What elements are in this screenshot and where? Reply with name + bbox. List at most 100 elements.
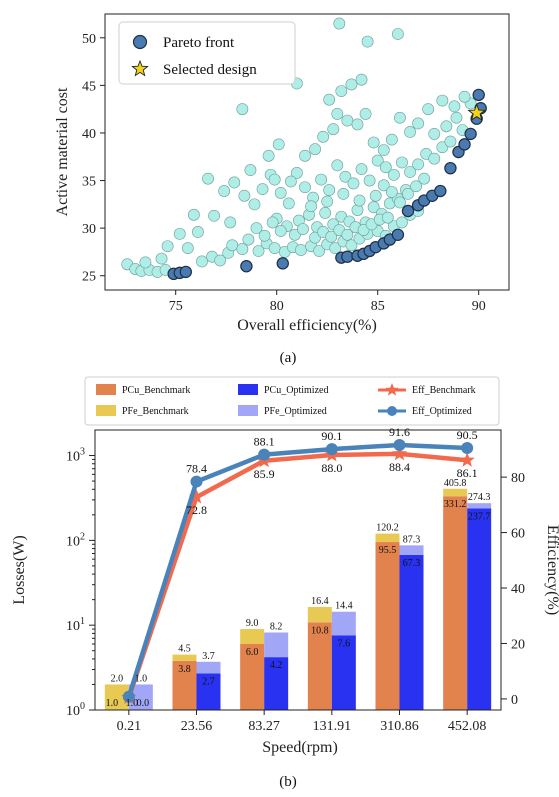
speed-tick-label: 23.56 xyxy=(181,719,213,734)
scatter-panel: 75 80 85 90 25 30 35 40 45 50 Overall efficiency… xyxy=(54,13,510,366)
population-point xyxy=(341,228,354,241)
population-point xyxy=(335,85,348,97)
bar-pfe-optimized xyxy=(196,661,221,674)
population-point xyxy=(173,227,186,240)
bar-legend: PCu_Benchmark PFe_Benchmark PCu_Optimize… xyxy=(84,376,500,426)
legend-pfe-optimized-swatch xyxy=(238,405,258,416)
population-point xyxy=(361,35,374,48)
population-point xyxy=(297,223,309,235)
population-point xyxy=(359,108,372,120)
losses-tick-label: 103 xyxy=(66,447,85,465)
population-point xyxy=(268,173,281,186)
total-loss-label: 14.4 xyxy=(335,601,353,612)
population-point xyxy=(252,245,265,257)
scatter-y-label: Active material cost xyxy=(54,87,71,216)
legend-pareto-front-label: Pareto front xyxy=(163,35,235,51)
bar-pcu-benchmark xyxy=(172,660,197,710)
population-point xyxy=(319,207,332,219)
scatter-legend-box xyxy=(118,21,296,85)
population-point xyxy=(385,133,398,146)
eff-optimized-point xyxy=(393,438,406,451)
pcu-value-label: 67.3 xyxy=(403,558,421,569)
bar-x-label: Speed(rpm) xyxy=(262,739,338,756)
population-point xyxy=(315,173,328,186)
population-point xyxy=(323,93,336,106)
efficiency-lines xyxy=(121,438,475,704)
eff-benchmark-point xyxy=(188,489,205,504)
efficiency-value-label: 78.4 xyxy=(186,462,207,476)
population-point xyxy=(274,187,287,199)
population-point xyxy=(357,224,370,236)
population-point xyxy=(345,239,358,252)
population-point xyxy=(351,204,364,216)
scatter-y-tick-label: 50 xyxy=(82,32,96,47)
scatter-x-tick-label: 80 xyxy=(270,299,284,314)
bar-pcu-optimized xyxy=(196,673,221,710)
pareto-front-point xyxy=(401,204,415,218)
scatter-plot-frame xyxy=(104,13,510,291)
population-point xyxy=(139,256,152,269)
legend-pfe-benchmark-swatch xyxy=(96,405,116,416)
population-point xyxy=(262,149,275,162)
legend-pcu-optimized-swatch xyxy=(238,384,258,395)
total-loss-label: 2.0 xyxy=(111,673,124,684)
speed-tick-label: 83.27 xyxy=(248,719,280,734)
speed-tick-label: 0.21 xyxy=(117,719,142,734)
population-point xyxy=(295,244,307,256)
extra-value-label: 1.0 xyxy=(126,698,139,709)
efficiency-value-label: 88.4 xyxy=(389,460,410,474)
population-point xyxy=(208,209,220,222)
total-loss-label: 405.8 xyxy=(444,478,467,489)
efficiency-tick-label: 80 xyxy=(511,471,525,486)
efficiency-value-label: 85.9 xyxy=(254,467,275,481)
legend-pfe-benchmark-label: PFe_Benchmark xyxy=(122,406,189,417)
population-point xyxy=(161,240,174,253)
population-point xyxy=(238,189,251,202)
population-point xyxy=(387,168,400,181)
population-point xyxy=(327,123,340,136)
population-point xyxy=(367,136,380,149)
losses-efficiency-panel: PCu_Benchmark PFe_Benchmark PCu_Optimize… xyxy=(11,376,559,790)
population-point xyxy=(436,94,449,107)
bar-pcu-benchmark xyxy=(307,622,332,710)
population-point xyxy=(313,245,326,257)
population-point xyxy=(181,242,194,255)
pareto-front-point xyxy=(458,138,471,151)
scatter-x-ticks: 75 80 85 90 xyxy=(169,290,486,314)
bar-plot-frame xyxy=(94,429,502,711)
data-labels: 2.0 3.8 4.5 6.0 9.0 10.8 16.4 95.5 120.2 331.2 405… xyxy=(106,425,491,709)
losses-tick-label: 100 xyxy=(66,701,85,719)
population-point xyxy=(371,154,384,167)
pareto-front-point xyxy=(341,250,354,263)
population-point xyxy=(355,163,368,176)
population-point xyxy=(377,144,390,156)
population-point xyxy=(341,114,354,127)
population-point xyxy=(331,108,344,120)
pcu-value-label: 237.7 xyxy=(468,511,491,522)
scatter-legend: Pareto front Selected design xyxy=(118,21,296,85)
losses-tick-label: 102 xyxy=(66,531,85,549)
pareto-front-point xyxy=(472,88,485,102)
population-point xyxy=(412,117,424,130)
total-loss-label: 120.2 xyxy=(376,523,399,534)
population-point xyxy=(428,152,441,165)
population-point xyxy=(355,73,368,86)
bar-pfe-benchmark xyxy=(307,606,332,623)
population-point xyxy=(458,90,471,103)
population-point xyxy=(450,111,463,124)
pareto-front-point xyxy=(464,127,477,141)
bar-pfe-benchmark xyxy=(443,488,468,497)
bar-y-left-label: Losses(W) xyxy=(11,535,28,604)
pareto-front-point xyxy=(276,257,289,270)
caption-a: (a) xyxy=(280,350,297,366)
population-point xyxy=(236,103,249,116)
population-point xyxy=(428,128,441,140)
eff-optimized-point xyxy=(122,690,135,703)
population-point xyxy=(339,170,352,183)
population-point xyxy=(202,172,214,185)
losses-tick-label: 101 xyxy=(66,616,85,634)
population-point xyxy=(258,229,271,242)
selected-design-marker xyxy=(467,103,486,121)
